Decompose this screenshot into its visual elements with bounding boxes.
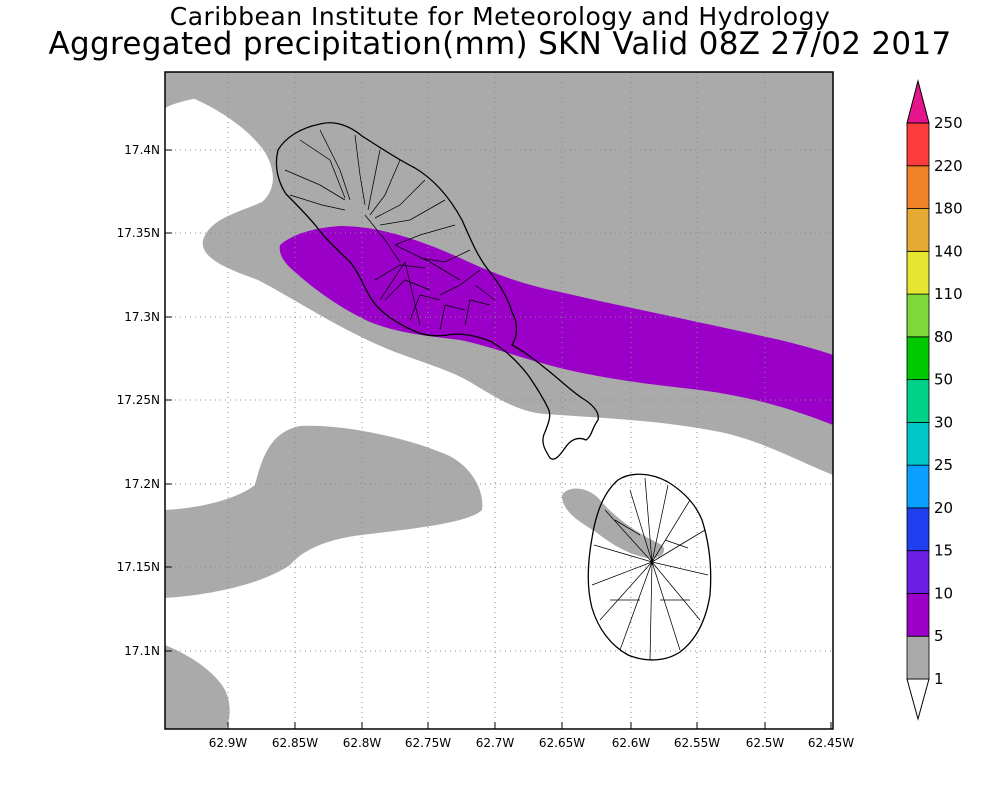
colorbar-label: 250 <box>934 114 963 132</box>
chart-subtitle: Aggregated precipitation(mm) SKN Valid 0… <box>48 26 952 62</box>
colorbar-swatch <box>906 550 930 594</box>
precip-band-1-5mm-north <box>165 72 833 180</box>
x-tick-label: 62.6W <box>612 736 651 750</box>
precip-band-1-5mm-south <box>165 425 483 598</box>
x-tick-label: 62.5W <box>746 736 785 750</box>
colorbar-swatch <box>906 421 930 466</box>
colorbar-swatch <box>906 379 930 423</box>
colorbar-upper-arrow <box>906 79 930 124</box>
precipitation-layer <box>165 72 833 729</box>
colorbar-label: 110 <box>934 285 963 303</box>
y-tick-label: 17.3N <box>124 310 160 324</box>
colorbar-swatch <box>906 250 930 295</box>
precip-band-1-5mm-nevis <box>562 488 665 559</box>
colorbar-lower-arrow <box>906 678 930 721</box>
colorbar-label: 80 <box>934 328 953 346</box>
colorbar-label: 180 <box>934 200 963 218</box>
x-tick-label: 62.9W <box>209 736 248 750</box>
y-tick-label: 17.35N <box>117 226 160 240</box>
x-tick-label: 62.8W <box>343 736 382 750</box>
st-kitts-island <box>275 122 599 460</box>
colorbar-swatch <box>906 122 930 167</box>
colorbar-swatch <box>906 507 930 552</box>
y-tick-label: 17.25N <box>117 393 160 407</box>
precip-band-1-5mm-sw <box>165 645 230 729</box>
x-tick-marks <box>227 722 832 729</box>
colorbar-swatch <box>906 293 930 338</box>
x-tick-label: 62.75W <box>405 736 451 750</box>
nevis-island <box>587 473 712 661</box>
y-tick-label: 17.15N <box>117 560 160 574</box>
y-tick-label: 17.4N <box>124 143 160 157</box>
colorbar-label: 50 <box>934 371 953 389</box>
colorbar-swatch <box>906 464 930 509</box>
colorbar-label: 15 <box>934 542 953 560</box>
colorbar-swatch <box>906 593 930 637</box>
x-tick-label: 62.55W <box>674 736 720 750</box>
colorbar-swatch <box>906 208 930 252</box>
colorbar-label: 10 <box>934 584 953 602</box>
colorbar-label: 1 <box>934 670 944 688</box>
colorbar-label: 30 <box>934 413 953 431</box>
x-tick-label: 62.85W <box>272 736 318 750</box>
colorbar-swatch <box>906 635 930 680</box>
y-tick-label: 17.2N <box>124 477 160 491</box>
colorbar-swatch <box>906 336 930 381</box>
chart-title: Caribbean Institute for Meteorology and … <box>169 2 831 31</box>
y-tick-label: 17.1N <box>124 644 160 658</box>
colorbar-label: 20 <box>934 499 953 517</box>
x-tick-label: 62.45W <box>808 736 854 750</box>
x-tick-label: 62.65W <box>539 736 585 750</box>
colorbar-label: 5 <box>934 627 944 645</box>
colorbar-label: 220 <box>934 157 963 175</box>
precip-band-5-10mm <box>279 226 833 425</box>
colorbar-label: 140 <box>934 242 963 260</box>
colorbar-label: 25 <box>934 456 953 474</box>
colorbar-swatch <box>906 165 930 209</box>
y-tick-marks <box>165 149 172 652</box>
x-tick-label: 62.7W <box>476 736 515 750</box>
